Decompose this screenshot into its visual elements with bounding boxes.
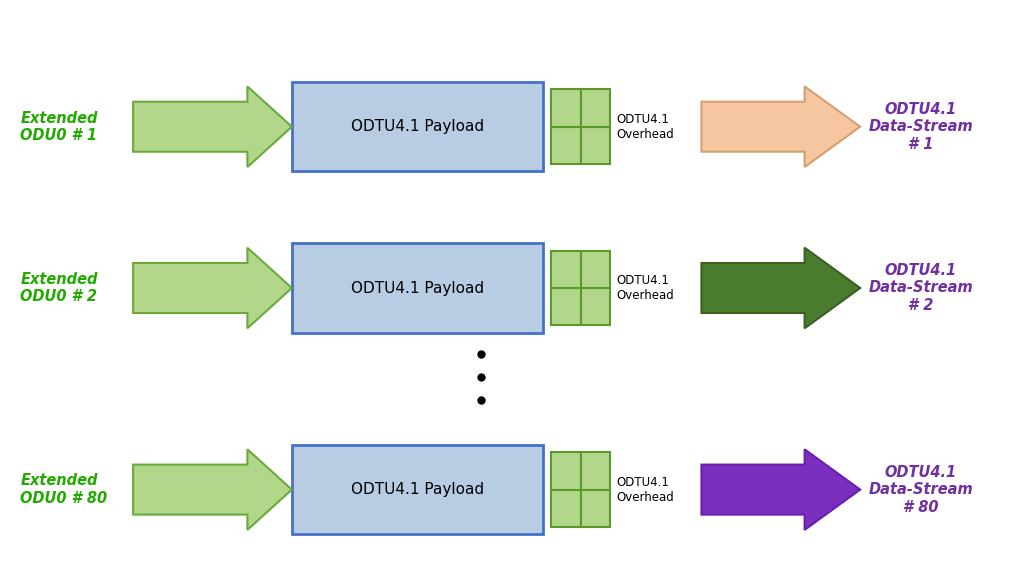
Polygon shape xyxy=(701,86,860,167)
Bar xyxy=(581,89,610,127)
Bar xyxy=(581,490,610,527)
Text: ODTU4.1
Overhead: ODTU4.1 Overhead xyxy=(616,476,674,503)
Text: Extended
ODU0 # 80: Extended ODU0 # 80 xyxy=(20,473,108,506)
Text: ODTU4.1
Data-Stream
# 2: ODTU4.1 Data-Stream # 2 xyxy=(868,263,973,313)
Bar xyxy=(551,452,581,490)
Text: ODTU4.1
Overhead: ODTU4.1 Overhead xyxy=(616,274,674,302)
Text: ODTU4.1 Payload: ODTU4.1 Payload xyxy=(350,119,484,134)
Bar xyxy=(292,244,543,333)
Polygon shape xyxy=(133,449,292,530)
Bar xyxy=(551,251,581,288)
Polygon shape xyxy=(133,86,292,167)
Bar xyxy=(551,490,581,527)
Bar xyxy=(581,127,610,164)
Text: ODTU4.1
Data-Stream
# 1: ODTU4.1 Data-Stream # 1 xyxy=(868,102,973,151)
Bar xyxy=(581,251,610,288)
Polygon shape xyxy=(701,248,860,328)
Text: ODTU4.1 Payload: ODTU4.1 Payload xyxy=(350,482,484,497)
Text: Extended
ODU0 # 1: Extended ODU0 # 1 xyxy=(20,111,98,143)
Text: ODTU4.1 Payload: ODTU4.1 Payload xyxy=(350,281,484,295)
Text: ODTU4.1
Data-Stream
# 80: ODTU4.1 Data-Stream # 80 xyxy=(868,465,973,514)
Bar xyxy=(551,89,581,127)
Polygon shape xyxy=(133,248,292,328)
Text: ODTU4.1
Overhead: ODTU4.1 Overhead xyxy=(616,113,674,141)
Bar xyxy=(292,82,543,172)
Bar xyxy=(292,445,543,535)
Text: Extended
ODU0 # 2: Extended ODU0 # 2 xyxy=(20,272,98,304)
Bar xyxy=(551,288,581,325)
Polygon shape xyxy=(701,449,860,530)
Bar xyxy=(581,288,610,325)
Bar xyxy=(581,452,610,490)
Bar xyxy=(551,127,581,164)
